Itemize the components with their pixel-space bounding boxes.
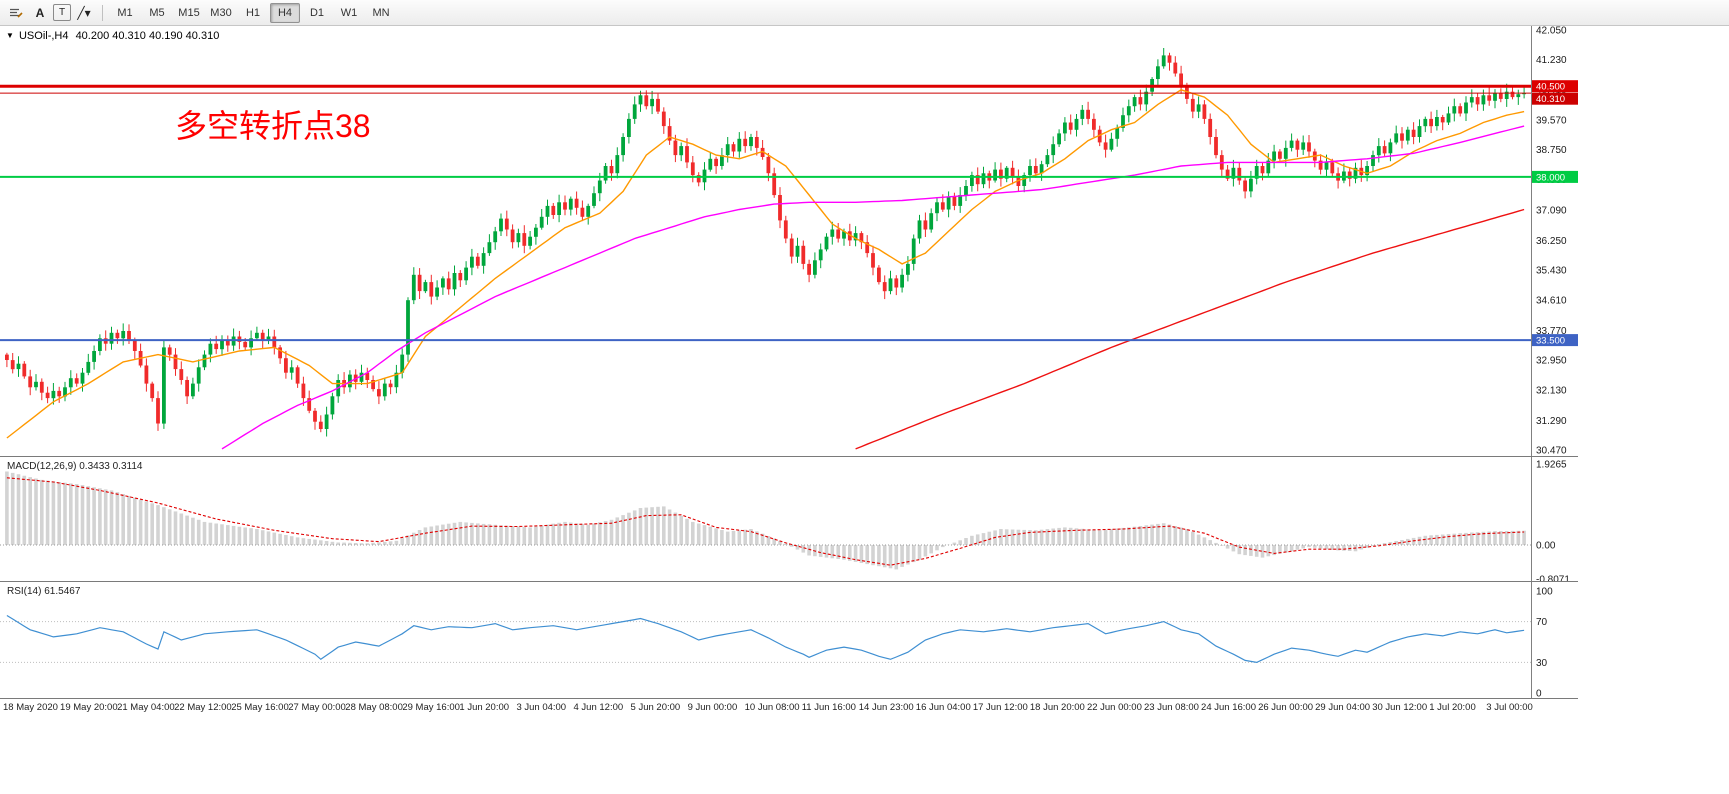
timeframe-button-d1[interactable]: D1 [309,6,325,19]
macd-label: MACD(12,26,9) 0.3433 0.3114 [7,461,143,472]
ohlc-values: 40.200 40.310 40.190 40.310 [75,30,220,42]
svg-text:42.050: 42.050 [1536,26,1567,37]
time-label: 1 Jul 20:00 [1429,702,1476,713]
time-label: 22 Jun 00:00 [1086,702,1142,713]
macd-chart[interactable]: 1.9265 0.00 -0.8071 [0,457,1578,581]
timeframe-button-m5[interactable]: M5 [149,6,165,19]
time-label: 10 Jun 08:00 [744,702,800,713]
svg-text:37.090: 37.090 [1536,205,1567,216]
macd-signal-line [6,477,1525,566]
rsi-chart[interactable]: 100 70 30 0 [0,582,1578,698]
toolbar: A T ╱▾ M1 M5 M15 M30 H1 H4 D1 W1 MN [0,0,1729,26]
svg-text:40.310: 40.310 [1536,94,1565,105]
time-label: 21 May 04:00 [117,702,175,713]
svg-text:1.9265: 1.9265 [1536,460,1567,471]
price-tag-33.500: 33.500 [1532,334,1578,347]
timeframe-button-m1[interactable]: M1 [117,6,133,19]
svg-text:100: 100 [1536,587,1553,598]
time-label: 28 May 08:00 [345,702,403,713]
time-axis[interactable]: 18 May 2020 19 May 20:00 21 May 04:00 22 Ma… [0,698,1578,720]
time-label: 27 May 00:00 [288,702,346,713]
svg-text:39.570: 39.570 [1536,115,1567,126]
rsi-panel: 100 70 30 0 RSI(14) 61.5467 [0,581,1578,698]
svg-text:33.500: 33.500 [1536,336,1565,347]
time-label: 29 Jun 04:00 [1315,702,1371,713]
timeframe-button-w1[interactable]: W1 [340,6,358,19]
time-label: 24 Jun 16:00 [1201,702,1256,713]
svg-text:41.230: 41.230 [1536,55,1567,66]
price-tag-40.500: 40.500 [1532,80,1578,93]
svg-text:34.610: 34.610 [1536,295,1567,306]
svg-text:35.430: 35.430 [1536,266,1567,277]
time-label: 18 Jun 20:00 [1029,702,1085,713]
rsi-label: RSI(14) 61.5467 [7,586,81,597]
toolbar-separator [102,4,103,21]
svg-text:70: 70 [1536,617,1548,628]
ma-mid-magenta [221,125,1525,450]
timeframe-button-h1[interactable]: H1 [245,6,261,19]
svg-text:30.470: 30.470 [1536,446,1567,457]
svg-text:31.290: 31.290 [1536,416,1567,427]
rsi-line [6,614,1525,664]
main-chart-panel: 42.05041.23040.41039.57038.75037.93037.0… [0,26,1578,456]
time-label: 25 May 16:00 [231,702,289,713]
time-label: 1 Jun 20:00 [459,702,510,713]
symbol-period-label: USOil-,H4 [18,30,69,42]
time-label: 30 Jun 12:00 [1372,702,1428,713]
chart-list-icon[interactable] [5,2,27,23]
price-chart[interactable]: 42.05041.23040.41039.57038.75037.93037.0… [0,26,1578,456]
timeframe-button-mn[interactable]: MN [372,6,390,19]
time-label: 14 Jun 23:00 [858,702,914,713]
macd-panel: 1.9265 0.00 -0.8071 MACD(12,26,9) 0.3433 0… [0,456,1578,581]
svg-text:32.130: 32.130 [1536,385,1567,396]
svg-text:38.000: 38.000 [1536,172,1565,183]
chart-annotation-text[interactable]: 多空转折点38 [175,108,371,144]
ma-fast-orange [6,89,1525,439]
rsi-axis[interactable]: 100 70 30 0 [1536,587,1553,699]
list-pencil-icon [10,8,23,18]
time-label: 16 Jun 04:00 [915,702,971,713]
svg-text:-0.8071: -0.8071 [1536,574,1570,581]
timeframe-button-m30[interactable]: M30 [210,6,232,19]
time-label: 4 Jun 12:00 [573,702,624,713]
svg-text:0.00: 0.00 [1536,541,1556,552]
time-label: 9 Jun 00:00 [687,702,738,713]
timeframe-button-h4[interactable]: H4 [270,2,300,23]
svg-text:33.770: 33.770 [1536,326,1567,337]
time-label: 5 Jun 20:00 [630,702,681,713]
ma-slow-red [855,208,1525,450]
svg-text:30: 30 [1536,658,1548,669]
time-label: 11 Jun 16:00 [801,702,856,713]
time-label: 3 Jul 00:00 [1486,702,1533,713]
text-annotation-button[interactable]: A [35,5,45,20]
svg-text:38.750: 38.750 [1536,145,1567,156]
drawing-tools-button[interactable]: ╱▾ [77,5,91,20]
time-label: 29 May 16:00 [402,702,460,713]
svg-text:40.500: 40.500 [1536,82,1565,93]
time-label: 23 Jun 08:00 [1144,702,1199,713]
timeframe-button-m15[interactable]: M15 [178,6,200,19]
price-tag-40.310: 40.310 [1532,92,1578,105]
time-label: 22 May 12:00 [174,702,232,713]
text-label-button[interactable]: T [53,4,71,21]
macd-histogram [5,471,1526,570]
collapse-triangle-icon[interactable]: ▼ [6,31,14,40]
svg-text:36.250: 36.250 [1536,236,1567,247]
svg-text:0: 0 [1536,689,1542,699]
candles-layer [5,48,1526,437]
time-label: 17 Jun 12:00 [972,702,1028,713]
time-label: 26 Jun 00:00 [1258,702,1314,713]
time-label: 18 May 2020 [3,702,58,713]
time-label: 19 May 20:00 [60,702,118,713]
time-label: 3 Jun 04:00 [516,702,567,713]
timeframe-group: M1 M5 M15 M30 H1 H4 D1 W1 MN [109,2,397,23]
price-tag-38.000: 38.000 [1532,170,1578,183]
svg-text:32.950: 32.950 [1536,356,1567,367]
macd-axis[interactable]: 1.9265 0.00 -0.8071 [1536,460,1570,581]
chart-header: ▼ USOil-,H4 40.200 40.310 40.190 40.310 [6,30,223,42]
